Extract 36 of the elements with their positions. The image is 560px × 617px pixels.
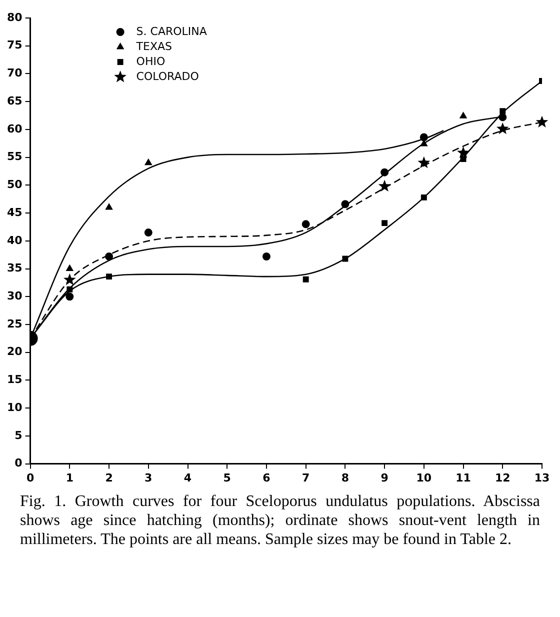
x-tick-label: 0 [26,471,34,484]
x-tick-label: 8 [341,471,350,484]
x-tick-label: 6 [262,471,271,484]
x-tick-label: 5 [223,471,231,484]
y-tick-label: 70 [6,66,23,80]
y-tick-label: 45 [6,206,22,219]
y-tick-label: 50 [6,178,23,192]
y-tick-label: 15 [6,373,22,386]
legend-label: S. CAROLINA [136,24,208,38]
y-tick-label: 40 [6,234,23,247]
caption: Fig. 1. Growth curves for four Sceloporus undulatus populations. Abscissa shows age since hatching (months); ordinate shows snout-vent length in millimeters. The points are all means. Sample sizes may be found in Table 2. [20,492,540,549]
x-tick-label: 10 [416,471,432,484]
x-tick-label: 1 [66,471,74,484]
y-tick-label: 30 [6,289,23,302]
x-tick-label: 4 [184,471,192,484]
x-tick-label: 13 [534,471,550,484]
y-tick-label: 35 [6,262,22,275]
legend-label: OHIO [136,54,166,68]
y-tick-label: 25 [6,317,22,330]
y-tick-label: 80 [6,10,23,24]
x-tick-label: 11 [456,471,471,484]
x-tick-label: 3 [144,471,152,484]
y-tick-label: 65 [6,94,22,108]
x-tick-label: 7 [302,471,310,484]
y-tick-label: 20 [6,345,23,358]
x-tick-label: 9 [380,471,388,484]
y-tick-label: 10 [6,400,23,414]
legend-label: TEXAS [135,40,172,53]
x-tick-label: 12 [494,471,510,484]
y-tick-label: 5 [14,428,22,442]
y-tick-label: 60 [6,122,23,136]
y-tick-label: 55 [6,150,22,164]
x-tick-label: 2 [105,471,113,484]
legend-label: COLORADO [136,70,200,83]
y-tick-label: 0 [14,456,23,470]
y-tick-label: 75 [6,38,22,52]
